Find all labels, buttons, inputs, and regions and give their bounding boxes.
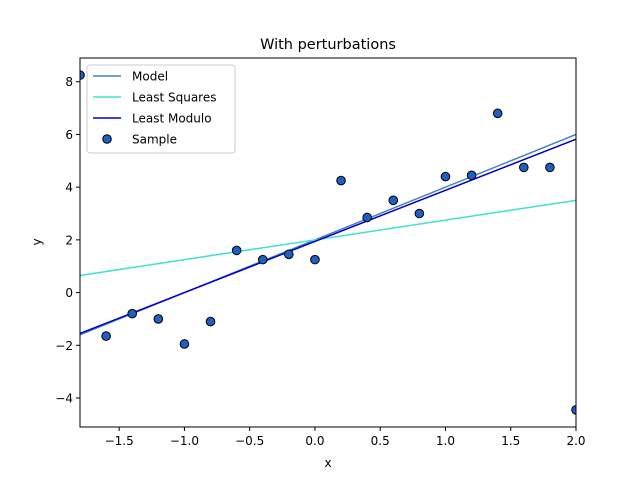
y-tick-label: 0 bbox=[65, 286, 73, 300]
sample-point bbox=[127, 308, 138, 319]
x-tick-label: 2.0 bbox=[566, 434, 585, 448]
x-tick-label: 0.0 bbox=[305, 434, 324, 448]
legend-swatch bbox=[102, 134, 112, 144]
y-tick-label: −2 bbox=[55, 339, 73, 353]
axes-frame bbox=[79, 57, 577, 428]
sample-point bbox=[310, 254, 320, 265]
sample-point bbox=[518, 162, 529, 173]
y-tick-label: 2 bbox=[65, 233, 73, 247]
x-tick-label: 1.0 bbox=[436, 434, 455, 448]
x-tick-label: 0.5 bbox=[371, 434, 390, 448]
sample-point bbox=[492, 108, 503, 119]
sample-point bbox=[205, 316, 216, 327]
sample-point bbox=[571, 405, 576, 415]
sample-point bbox=[440, 171, 451, 182]
x-tick-label: −0.5 bbox=[235, 434, 264, 448]
y-axis: −4 −2 0 2 4 6 8 bbox=[55, 75, 80, 406]
sample-point bbox=[153, 314, 164, 324]
sample-point bbox=[336, 175, 346, 186]
sample-point bbox=[414, 208, 425, 219]
sample-point bbox=[362, 212, 372, 223]
sample-point bbox=[80, 70, 85, 80]
y-tick-label: 4 bbox=[65, 181, 73, 195]
legend-box bbox=[86, 64, 236, 154]
sample-point bbox=[466, 170, 477, 181]
y-tick-label: −4 bbox=[55, 392, 73, 406]
x-axis-label: x bbox=[324, 456, 331, 470]
series-line-least-modulo bbox=[80, 138, 576, 335]
series-line-least-squares bbox=[80, 199, 576, 277]
sample-point bbox=[257, 254, 268, 265]
legend-label: Sample bbox=[132, 133, 177, 147]
x-tick-label: 1.5 bbox=[501, 434, 520, 448]
legend-label: Least Squares bbox=[132, 91, 216, 105]
y-tick-label: 8 bbox=[65, 75, 73, 89]
legend-label: Least Modulo bbox=[132, 112, 212, 126]
sample-point bbox=[231, 245, 242, 256]
legend-label: Model bbox=[132, 70, 168, 84]
x-axis: −1.5 −1.0 −0.5 0.0 0.5 1.0 1.5 2.0 bbox=[105, 427, 586, 448]
sample-point bbox=[545, 162, 555, 173]
x-tick-label: −1.0 bbox=[170, 434, 199, 448]
sample-point bbox=[101, 331, 111, 341]
y-axis-label: y bbox=[30, 238, 44, 245]
sample-point bbox=[388, 195, 399, 206]
sample-point bbox=[284, 249, 294, 260]
chart-title: With perturbations bbox=[260, 37, 396, 53]
legend: Model Least Squares Least Modulo Sample bbox=[86, 64, 236, 154]
y-tick-label: 6 bbox=[65, 128, 73, 142]
plot-area bbox=[80, 70, 576, 415]
sample-point bbox=[179, 339, 190, 349]
x-tick-label: −1.5 bbox=[105, 434, 134, 448]
